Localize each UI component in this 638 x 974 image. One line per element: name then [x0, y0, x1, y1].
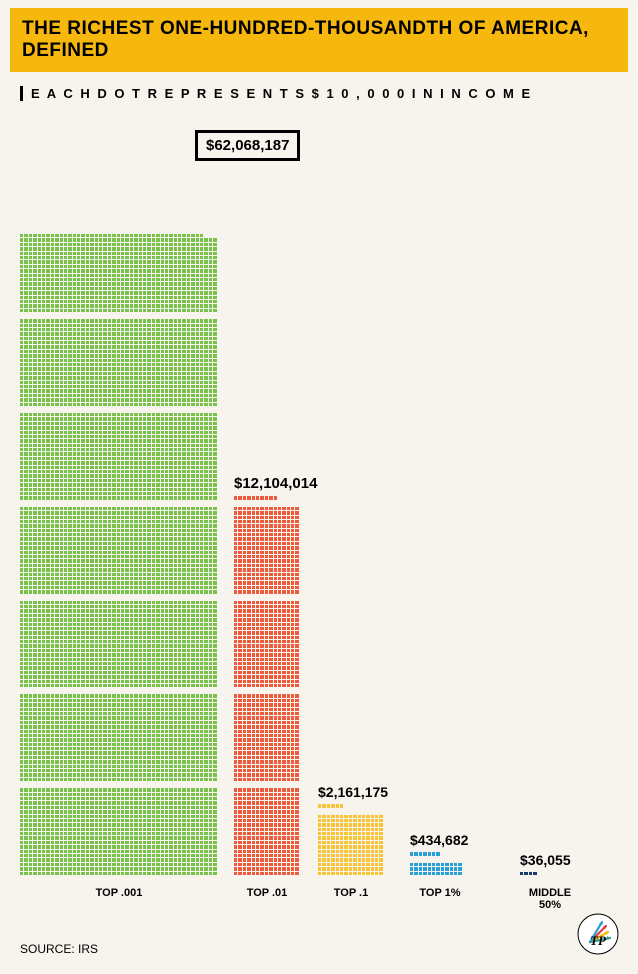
title-bar: THE RICHEST ONE-HUNDRED-THOUSANDTH OF AM…	[10, 8, 628, 72]
dot-grid	[318, 804, 384, 875]
axis-label: TOP .001	[20, 887, 218, 899]
subtitle-text: E A C H D O T R E P R E S E N T S $ 1 0 …	[31, 86, 618, 101]
value-label: $434,682	[410, 832, 463, 848]
svg-text:TP: TP	[590, 933, 607, 948]
source-text: SOURCE: IRS	[20, 942, 98, 956]
axis-label: TOP .01	[234, 887, 300, 899]
column-top-1pct: $434,682	[410, 832, 463, 875]
column-top-1: $2,161,175	[318, 784, 384, 875]
title-text: THE RICHEST ONE-HUNDRED-THOUSANDTH OF AM…	[22, 18, 616, 62]
value-label: $2,161,175	[318, 784, 384, 800]
column-top-001	[20, 234, 218, 875]
subtitle: E A C H D O T R E P R E S E N T S $ 1 0 …	[20, 86, 618, 101]
value-label: $62,068,187	[195, 130, 300, 161]
axis-label: MIDDLE 50%	[520, 887, 580, 911]
axis-label: TOP 1%	[410, 887, 470, 899]
column-top-01: $12,104,014	[234, 475, 300, 875]
dot-grid	[234, 496, 300, 875]
dot-grid	[410, 852, 463, 875]
axis-label: TOP .1	[318, 887, 384, 899]
dot-grid	[20, 234, 218, 875]
logo: TP	[576, 912, 620, 956]
column-middle-50: $36,055	[520, 852, 570, 875]
chart-area: $62,068,187 TOP .001 $12,104,014 TOP .01 $2,…	[20, 130, 618, 899]
value-label: $36,055	[520, 852, 570, 868]
value-label: $12,104,014	[234, 475, 300, 492]
dot-grid	[520, 872, 570, 875]
